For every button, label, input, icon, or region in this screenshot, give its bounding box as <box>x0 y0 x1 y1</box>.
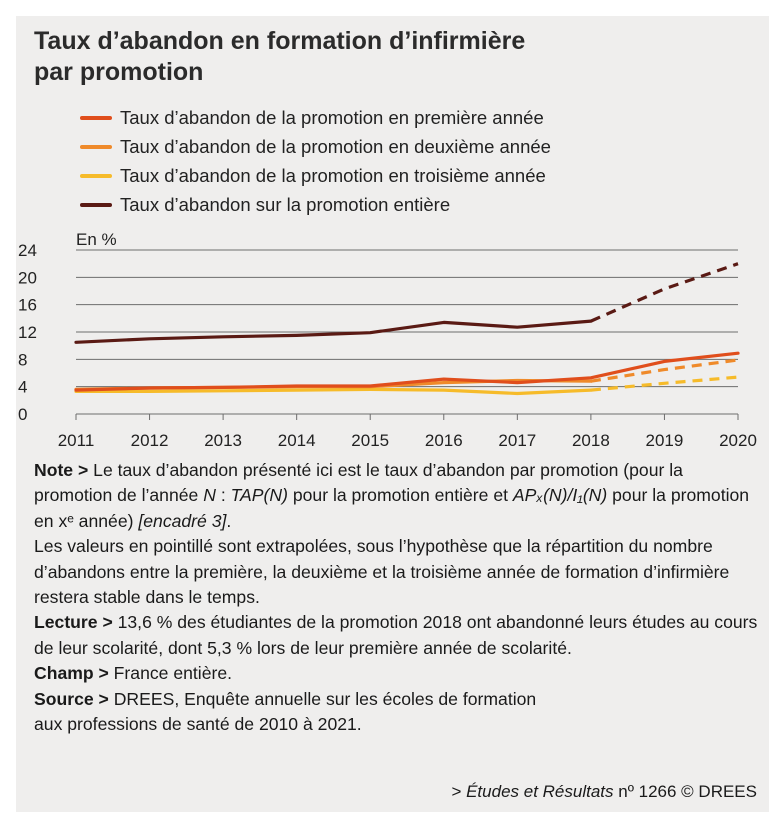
figure-card: Taux d’abandon en formation d’infirmière… <box>16 16 769 812</box>
note-text-a: Le taux d’abandon présenté ici est le ta… <box>34 460 683 506</box>
legend-item: Taux d’abandon de la promotion en premiè… <box>80 103 551 132</box>
lecture-text: 13,6 % des étudiantes de la promotion 20… <box>34 612 758 658</box>
y-tick-label: 12 <box>18 323 37 342</box>
legend-label: Taux d’abandon de la promotion en troisi… <box>120 164 546 186</box>
legend-swatch <box>80 202 112 207</box>
source-label: Source > <box>34 688 109 709</box>
series-line-extrapolated <box>590 375 739 392</box>
y-tick-label: 24 <box>18 241 37 260</box>
legend-label: Taux d’abandon de la promotion en deuxiè… <box>120 135 551 157</box>
x-tick-label: 2020 <box>719 431 757 450</box>
series-line-solid <box>74 387 593 396</box>
note-text-e: . <box>226 510 232 531</box>
line-chart: 0 4 8 12 16 20 24 En % 2011 2012 2013 2014 2015 2016 2… <box>18 230 757 450</box>
publication-credit: > Études et Résultats nº 1266 © DREES <box>451 782 757 802</box>
y-axis-label: En % <box>76 230 117 249</box>
note-text-b: : <box>215 485 231 506</box>
extrapolation-note: Les valeurs en pointillé sont extrapolée… <box>34 536 730 608</box>
note-label: Note > <box>34 460 89 480</box>
note-ref: [encadré 3] <box>138 510 227 531</box>
series-line-solid <box>74 351 740 392</box>
x-tick-label: 2019 <box>646 431 684 450</box>
y-tick-label: 8 <box>18 350 27 369</box>
x-tick-label: 2011 <box>58 431 95 450</box>
legend-item: Taux d’abandon de la promotion en deuxiè… <box>80 132 551 161</box>
y-tick-label: 4 <box>18 378 27 397</box>
legend-item: Taux d’abandon sur la promotion entière <box>80 190 551 219</box>
x-tick-label: 2018 <box>572 431 610 450</box>
lecture-label: Lecture > <box>34 612 113 633</box>
legend-swatch <box>80 173 112 178</box>
credit-suffix: nº 1266 © DREES <box>613 782 757 801</box>
legend-label: Taux d’abandon de la promotion en premiè… <box>120 106 544 128</box>
note-text-c: pour la promotion entière et <box>287 485 513 506</box>
x-tick-label: 2012 <box>131 431 169 450</box>
y-tick-label: 16 <box>18 296 37 315</box>
series-line-extrapolated <box>590 262 739 323</box>
chart-title: Taux d’abandon en formation d’infirmière… <box>34 26 734 88</box>
chart-title-line1: Taux d’abandon en formation d’infirmière <box>34 27 526 55</box>
source-paragraph: Source > DREES, Enquête annuelle sur les… <box>34 687 759 738</box>
chart-title-line2: par promotion <box>34 58 204 86</box>
note-ap: APₓ(N)/I₁(N) <box>512 485 608 506</box>
credit-prefix: > <box>451 782 467 801</box>
note-tap: TAP(N) <box>230 485 288 506</box>
x-tick-label: 2013 <box>204 431 242 450</box>
legend-swatch <box>80 115 112 120</box>
series-line-extrapolated <box>590 358 739 383</box>
y-tick-label: 20 <box>18 268 37 287</box>
note-text-d: pour la promotion en xᵉ année) <box>34 485 750 531</box>
x-tick-label: 2017 <box>498 431 536 450</box>
x-tick-label: 2016 <box>425 431 463 450</box>
x-tick-label: 2015 <box>351 431 389 450</box>
x-tick-label: 2014 <box>278 431 316 450</box>
series-line-solid <box>74 319 593 344</box>
note-paragraph: Note > Le taux d’abandon présenté ici es… <box>34 458 759 534</box>
chart-legend: Taux d’abandon de la promotion en premiè… <box>80 103 551 219</box>
legend-swatch <box>80 144 112 149</box>
source-text: DREES, Enquête annuelle sur les écoles d… <box>108 688 537 709</box>
source-text-2: aux professions de santé de 2010 à 2021. <box>34 714 362 735</box>
champ-text: France entière. <box>108 663 233 684</box>
y-tick-label: 0 <box>18 405 27 424</box>
champ-paragraph: Champ > France entière. <box>34 661 759 686</box>
legend-item: Taux d’abandon de la promotion en troisi… <box>80 161 551 190</box>
note-n: N <box>203 485 216 506</box>
credit-publication: Études et Résultats <box>466 782 614 801</box>
figure-notes: Note > Le taux d’abandon présenté ici es… <box>34 458 759 737</box>
legend-label: Taux d’abandon sur la promotion entière <box>120 193 451 215</box>
lecture-paragraph: Lecture > 13,6 % des étudiantes de la pr… <box>34 610 759 661</box>
champ-label: Champ > <box>34 663 109 684</box>
